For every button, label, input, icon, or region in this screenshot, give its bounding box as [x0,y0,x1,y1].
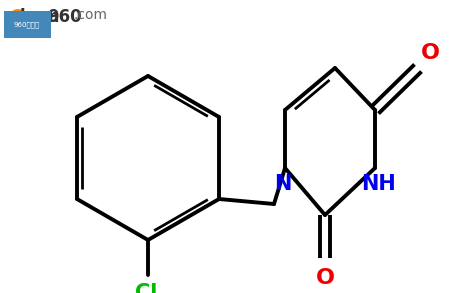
Text: O: O [420,43,439,63]
Text: N: N [274,174,292,194]
Text: NH: NH [362,174,396,194]
Text: .com: .com [74,8,108,22]
Text: hem: hem [20,8,61,26]
Text: Cl: Cl [135,283,157,293]
Text: O: O [316,268,335,288]
Text: 960: 960 [47,8,82,26]
Text: 960化工网: 960化工网 [14,21,40,28]
Text: C: C [8,8,21,26]
